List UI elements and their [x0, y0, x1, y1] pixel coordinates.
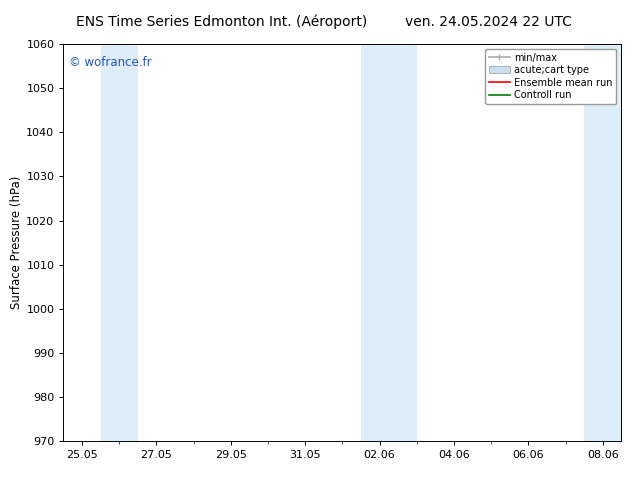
Bar: [584, 44, 621, 441]
Bar: [101, 44, 138, 441]
Y-axis label: Surface Pressure (hPa): Surface Pressure (hPa): [11, 176, 23, 309]
Text: ENS Time Series Edmonton Int. (Aéroport): ENS Time Series Edmonton Int. (Aéroport): [76, 15, 368, 29]
Bar: [361, 44, 417, 441]
Text: ven. 24.05.2024 22 UTC: ven. 24.05.2024 22 UTC: [404, 15, 572, 29]
Text: © wofrance.fr: © wofrance.fr: [69, 56, 152, 69]
Legend: min/max, acute;cart type, Ensemble mean run, Controll run: min/max, acute;cart type, Ensemble mean …: [485, 49, 616, 104]
